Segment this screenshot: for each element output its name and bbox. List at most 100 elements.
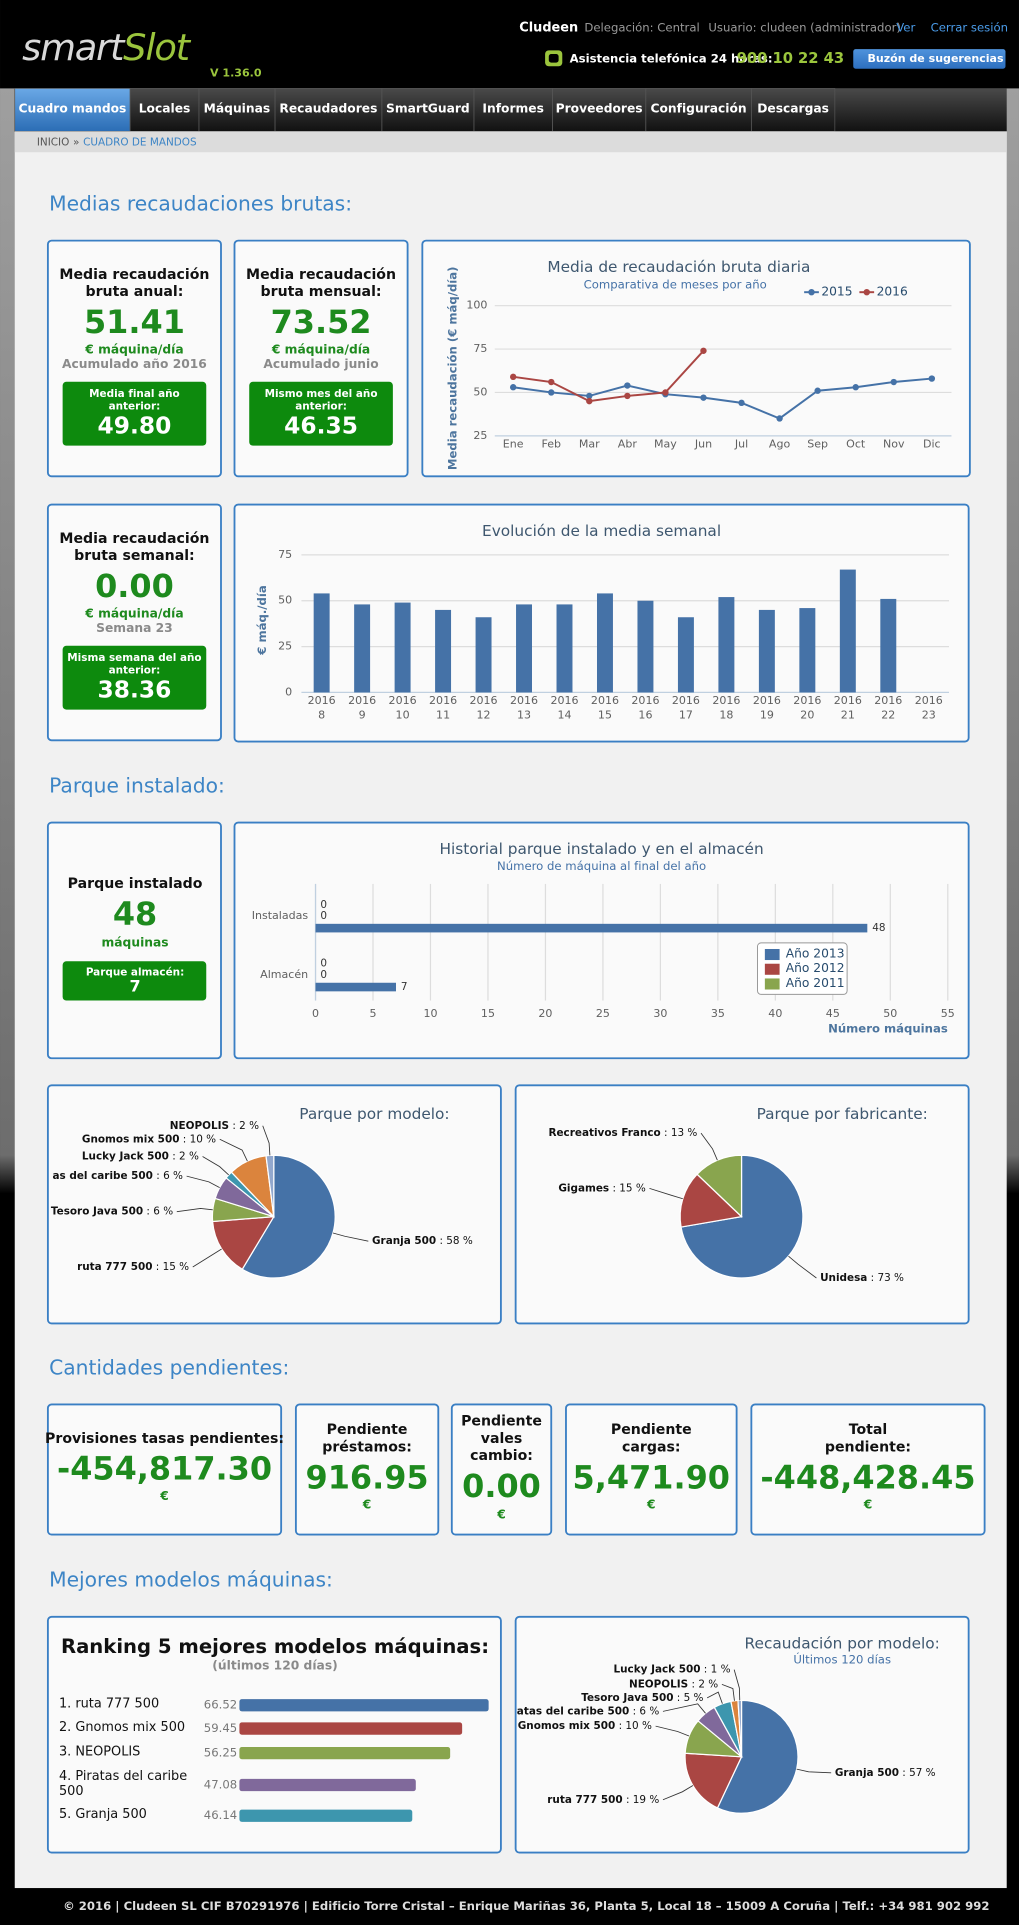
slice-separator: : [629, 1705, 639, 1717]
slice-label: Granja 500 : 57 % [835, 1767, 936, 1779]
label-connector [655, 1725, 690, 1737]
series-line [513, 350, 705, 403]
slice-label: Unidesa : 73 % [820, 1272, 904, 1284]
suggestions-button[interactable] [853, 49, 1006, 69]
x-tick-label: 13 [517, 709, 531, 722]
slice-name: NEOPOLIS [629, 1678, 688, 1690]
x-tick-label: Feb [541, 437, 561, 450]
y-tick-label: 25 [278, 640, 292, 653]
legend-swatch [764, 948, 780, 961]
ranking-name-box: 5. Granja 500 [59, 1808, 147, 1822]
slice-name: Gnomos mix 500 [518, 1720, 616, 1732]
x-tick-label: 2016 [874, 694, 902, 707]
bar [637, 600, 654, 693]
y-tick-label: 75 [473, 342, 487, 355]
x-tick-label: 8 [318, 709, 325, 722]
chart-subtitle: Comparativa de meses por año [584, 277, 767, 291]
nav-label[interactable]: Proveedores [556, 102, 643, 116]
x-tick-label: 2016 [308, 694, 336, 707]
label-connector [192, 1248, 222, 1268]
pending-title: cargas: [622, 1439, 681, 1455]
card-title: bruta semanal: [74, 548, 195, 564]
nav-label[interactable]: Cuadro mandos [19, 102, 127, 116]
logout-link[interactable]: Cerrar sesión [931, 21, 1008, 35]
point [509, 373, 517, 381]
y-tick-label: 100 [466, 299, 487, 312]
company: Cludeen [519, 21, 578, 36]
legend-label: Año 2011 [786, 976, 845, 990]
label-connector [706, 1691, 723, 1704]
nav-label[interactable]: SmartGuard [386, 102, 470, 116]
card-title: Media recaudación [59, 531, 209, 547]
suggestions-label[interactable]: Buzón de sugerencias [867, 52, 1004, 65]
label-connector [202, 1156, 229, 1176]
nav-label[interactable]: Locales [139, 102, 191, 116]
x-tick-label: 2016 [510, 694, 538, 707]
pending-card [46, 1403, 283, 1536]
y-tick-label: 0 [285, 685, 292, 698]
slice-separator: : [700, 1664, 710, 1676]
slice-value: 6 % [639, 1705, 659, 1717]
x-tick-label: Sep [807, 437, 828, 450]
slice-value: 2 % [239, 1120, 259, 1132]
pending-unit: € [496, 1507, 506, 1521]
x-tick-label: 11 [436, 709, 450, 722]
x-tick-label: 18 [719, 709, 733, 722]
slice-label: ruta 777 500 : 15 % [77, 1261, 189, 1273]
slice-separator: : [623, 1794, 633, 1806]
x-tick-label: 21 [841, 709, 855, 722]
bar [354, 604, 371, 693]
ranking-name: 4. Piratas del caribe 500 [58, 1769, 188, 1799]
pending-title: cambio: [470, 1448, 533, 1464]
legend-box [757, 942, 848, 995]
point [738, 399, 745, 407]
y-tick-label: 75 [278, 548, 292, 561]
x-tick-label: May [654, 437, 677, 450]
slice-name: atas del caribe 500 [517, 1705, 629, 1717]
version: V 1.36.0 [210, 67, 262, 80]
nav-label[interactable]: Configuración [650, 102, 746, 116]
view-link[interactable]: Ver [896, 21, 915, 35]
nav-label[interactable]: Descargas [757, 102, 829, 116]
legend-marker [808, 288, 815, 296]
nav-label[interactable]: Recaudadores [279, 102, 377, 116]
point [624, 382, 631, 389]
pending-card [294, 1403, 440, 1536]
compare-box [62, 961, 207, 1001]
x-tick-label: 2016 [429, 694, 457, 707]
x-tick-label: 2016 [753, 694, 781, 707]
pending-value: -448,428.45 [760, 1458, 975, 1496]
section-title: Cantidades pendientes: [49, 1355, 289, 1379]
slice-name: ruta 777 500 [547, 1794, 622, 1806]
slice-separator: : [152, 1261, 162, 1273]
slice-label: NEOPOLIS : 2 % [170, 1120, 259, 1132]
x-tick-label: 15 [598, 709, 612, 722]
nav-item-active[interactable] [14, 88, 131, 132]
x-tick-label: Jul [734, 437, 748, 450]
ranking-name: 3. NEOPOLIS [58, 1744, 141, 1760]
slice-separator: : [153, 1170, 163, 1182]
x-tick-label: Mar [579, 437, 600, 450]
nav-label[interactable]: Informes [482, 102, 544, 116]
card-unit: € máquina/día [271, 342, 370, 356]
data-label: 0 [320, 899, 327, 911]
phone-label: Asistencia telefónica 24 horas: [570, 51, 773, 65]
card-unit: € máquina/día [84, 342, 183, 356]
label-connector [662, 1785, 694, 1801]
label-connector [788, 1255, 817, 1279]
slice-label: Lucky Jack 500 : 2 % [82, 1150, 199, 1162]
slice-label: as del caribe 500 : 6 % [52, 1170, 183, 1182]
ranking-value: 56.25 [204, 1746, 237, 1760]
pie-slice [716, 1699, 799, 1814]
breadcrumb-home[interactable]: INICIO [37, 136, 70, 148]
bar [596, 593, 613, 693]
x-tick-label: 10 [423, 1007, 437, 1020]
bar [758, 609, 775, 693]
label-connector [721, 1683, 735, 1701]
card-note: Acumulado año 2016 [62, 357, 207, 371]
bar [718, 597, 735, 693]
slice-name: Lucky Jack 500 [82, 1150, 169, 1162]
nav-label[interactable]: Máquinas [204, 102, 271, 116]
ranking-subtitle: (últimos 120 días) [212, 1658, 337, 1672]
